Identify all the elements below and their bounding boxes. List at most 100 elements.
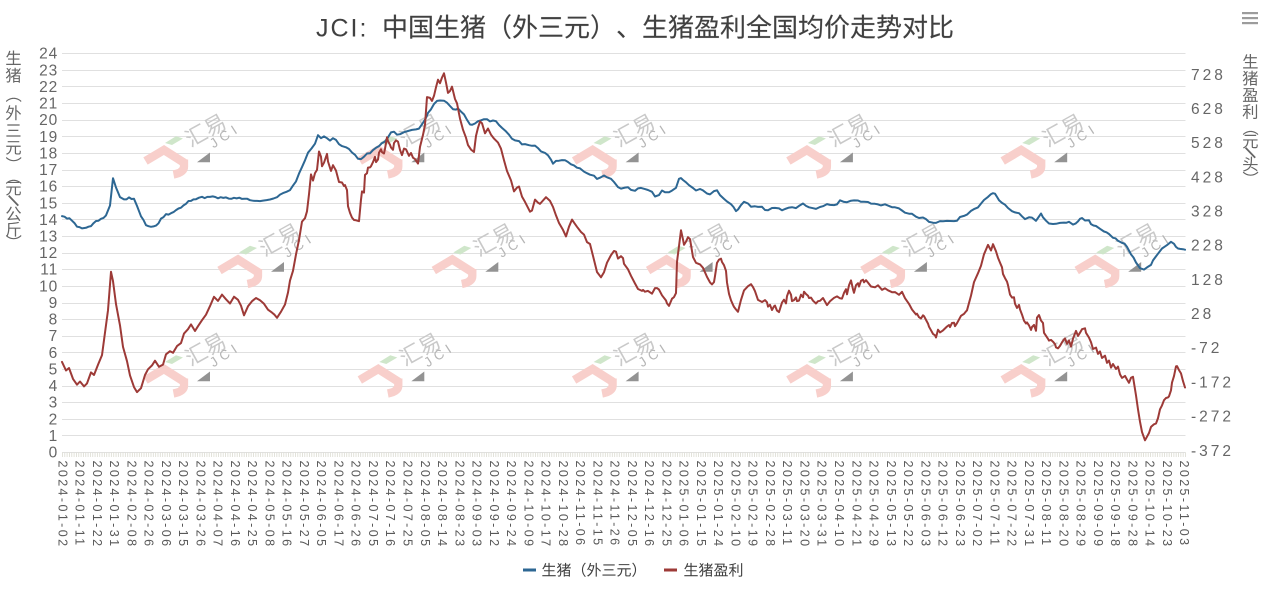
svg-text:1: 1	[49, 428, 58, 445]
svg-text:2024-12-25: 2024-12-25	[659, 461, 673, 549]
svg-text:2024-09-12: 2024-09-12	[487, 461, 501, 549]
svg-text:2025-06-03: 2025-06-03	[918, 461, 932, 549]
svg-text:0: 0	[49, 445, 58, 462]
svg-text:2024-05-16: 2024-05-16	[280, 461, 294, 549]
svg-text:-372: -372	[1191, 443, 1234, 460]
svg-text:2024-11-06: 2024-11-06	[573, 461, 587, 548]
svg-text:14: 14	[39, 212, 58, 229]
svg-text:2024-11-26: 2024-11-26	[608, 461, 622, 548]
svg-text:2024-10-09: 2024-10-09	[521, 461, 535, 549]
svg-text:8: 8	[49, 312, 58, 329]
svg-text:18: 18	[39, 145, 58, 162]
svg-text:2025-08-29: 2025-08-29	[1074, 461, 1088, 549]
svg-text:2024-05-08: 2024-05-08	[262, 461, 276, 549]
svg-text:2025-10-23: 2025-10-23	[1160, 461, 1174, 549]
svg-text:2025-05-13: 2025-05-13	[884, 461, 898, 549]
svg-text:2024-09-03: 2024-09-03	[470, 461, 484, 549]
svg-text:4: 4	[49, 378, 58, 395]
svg-text:2025-02-28: 2025-02-28	[763, 461, 777, 549]
svg-text:2025-01-15: 2025-01-15	[694, 461, 708, 549]
svg-text:2024-01-02: 2024-01-02	[55, 461, 69, 549]
svg-text:2025-10-14: 2025-10-14	[1143, 461, 1157, 549]
svg-text:12: 12	[39, 245, 58, 262]
svg-text:2025-07-11: 2025-07-11	[987, 461, 1001, 548]
svg-text:528: 528	[1191, 135, 1226, 152]
svg-text:2024-10-28: 2024-10-28	[556, 461, 570, 549]
svg-text:2024-03-26: 2024-03-26	[193, 461, 207, 549]
svg-text:2024-08-14: 2024-08-14	[435, 461, 449, 549]
svg-text:17: 17	[39, 162, 58, 179]
svg-text:5: 5	[49, 361, 58, 378]
svg-text:2025-04-29: 2025-04-29	[867, 461, 881, 549]
svg-text:2025-04-21: 2025-04-21	[849, 461, 863, 549]
svg-text:428: 428	[1191, 169, 1226, 186]
svg-text:28: 28	[1191, 306, 1214, 323]
svg-text:2025-02-19: 2025-02-19	[746, 461, 760, 549]
svg-text:728: 728	[1191, 67, 1226, 84]
svg-text:2025-11-03: 2025-11-03	[1177, 461, 1191, 548]
svg-text:2024-07-16: 2024-07-16	[383, 461, 397, 549]
svg-text:2: 2	[49, 411, 58, 428]
svg-text:9: 9	[49, 295, 58, 312]
svg-text:-172: -172	[1191, 374, 1234, 391]
svg-text:2025-07-22: 2025-07-22	[1005, 461, 1019, 549]
svg-text:2024-05-27: 2024-05-27	[297, 461, 311, 549]
svg-text:-72: -72	[1191, 340, 1222, 357]
svg-text:2024-12-05: 2024-12-05	[625, 461, 639, 549]
svg-text:22: 22	[39, 79, 58, 96]
svg-text:24: 24	[39, 46, 58, 63]
svg-text:2024-01-11: 2024-01-11	[73, 461, 87, 548]
svg-text:2025-08-20: 2025-08-20	[1056, 461, 1070, 549]
svg-text:2024-11-15: 2024-11-15	[590, 461, 604, 548]
svg-text:2025-03-31: 2025-03-31	[815, 461, 829, 549]
svg-text:3: 3	[49, 395, 58, 412]
svg-text:20: 20	[39, 112, 58, 129]
svg-text:7: 7	[49, 328, 58, 345]
svg-text:2024-08-23: 2024-08-23	[452, 461, 466, 549]
svg-text:2024-08-05: 2024-08-05	[418, 461, 432, 549]
svg-text:2024-09-24: 2024-09-24	[504, 461, 518, 549]
svg-text:2025-03-20: 2025-03-20	[798, 461, 812, 549]
svg-text:2024-07-05: 2024-07-05	[366, 461, 380, 549]
svg-text:2024-01-31: 2024-01-31	[107, 461, 121, 549]
svg-text:2025-02-10: 2025-02-10	[728, 461, 742, 549]
svg-text:JCI:: JCI:	[316, 15, 368, 43]
svg-text:2025-09-18: 2025-09-18	[1108, 461, 1122, 549]
svg-text:6: 6	[49, 345, 58, 362]
svg-text:2024-06-26: 2024-06-26	[349, 461, 363, 549]
svg-text:2024-04-07: 2024-04-07	[211, 461, 225, 549]
svg-text:628: 628	[1191, 101, 1226, 118]
svg-text:11: 11	[40, 262, 58, 279]
svg-text:2025-06-23: 2025-06-23	[953, 461, 967, 549]
svg-text:2025-01-24: 2025-01-24	[711, 461, 725, 549]
svg-text:2025-03-11: 2025-03-11	[780, 461, 794, 548]
svg-text:2024-01-22: 2024-01-22	[90, 461, 104, 549]
svg-text:10: 10	[39, 278, 58, 295]
svg-text:13: 13	[39, 229, 58, 246]
svg-text:2025-06-12: 2025-06-12	[936, 461, 950, 549]
svg-text:2024-06-17: 2024-06-17	[332, 461, 346, 549]
svg-text:21: 21	[39, 96, 58, 113]
svg-text:2024-06-05: 2024-06-05	[314, 461, 328, 549]
svg-text:2025-04-10: 2025-04-10	[832, 461, 846, 549]
svg-text:2024-12-16: 2024-12-16	[642, 461, 656, 549]
svg-text:15: 15	[39, 195, 58, 212]
svg-text:328: 328	[1191, 204, 1226, 221]
svg-text:2024-03-15: 2024-03-15	[176, 461, 190, 549]
svg-text:128: 128	[1191, 272, 1226, 289]
svg-text:2025-05-22: 2025-05-22	[901, 461, 915, 549]
svg-text:2024-02-08: 2024-02-08	[124, 461, 138, 549]
svg-text:2025-07-02: 2025-07-02	[970, 461, 984, 549]
svg-text:2024-04-16: 2024-04-16	[228, 461, 242, 549]
svg-text:2025-07-31: 2025-07-31	[1022, 461, 1036, 549]
svg-text:2024-02-26: 2024-02-26	[142, 461, 156, 549]
svg-text:2024-10-17: 2024-10-17	[539, 461, 553, 549]
svg-text:228: 228	[1191, 238, 1226, 255]
svg-text:2024-04-25: 2024-04-25	[245, 461, 259, 549]
svg-text:2025-09-09: 2025-09-09	[1091, 461, 1105, 549]
svg-text:-272: -272	[1191, 409, 1234, 426]
svg-text:2024-07-25: 2024-07-25	[401, 461, 415, 549]
svg-text:2024-03-06: 2024-03-06	[159, 461, 173, 549]
svg-text:19: 19	[39, 129, 58, 146]
svg-text:2025-09-28: 2025-09-28	[1125, 461, 1139, 549]
